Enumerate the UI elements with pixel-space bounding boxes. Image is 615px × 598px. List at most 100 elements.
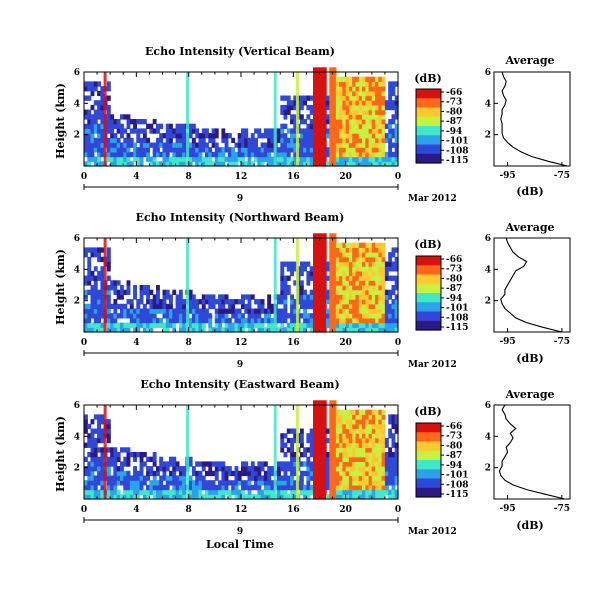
echo-cell [126, 484, 131, 491]
echo-cell [348, 151, 353, 158]
echo-cell [394, 285, 399, 291]
echo-cell [214, 470, 219, 477]
echo-cell [365, 275, 370, 281]
echo-cell [381, 299, 386, 305]
echo-cell [345, 256, 350, 263]
axes-frames [83, 71, 571, 523]
echo-cell [394, 419, 399, 425]
echo-cell [388, 123, 393, 129]
echo-cell [205, 470, 209, 477]
profile-y-tick-label-vertical: 6 [485, 68, 491, 78]
echo-cell [191, 317, 196, 324]
echo-cell [87, 119, 92, 125]
echo-cell [241, 317, 245, 324]
echo-cell [250, 161, 255, 167]
echo-cell [345, 252, 350, 258]
echo-cell [290, 114, 294, 120]
echo-cell [299, 261, 304, 267]
echo-cell [146, 494, 150, 500]
echo-cell [218, 161, 222, 167]
echo-cell [195, 322, 200, 328]
echo-cell [191, 303, 196, 310]
echo-cell [339, 128, 343, 134]
echo-cell [391, 156, 396, 162]
echo-cell [348, 137, 353, 144]
echo-cell [313, 147, 317, 153]
echo-cell [93, 81, 98, 87]
echo-cell [388, 428, 393, 434]
echo-cell [280, 480, 285, 486]
colorbar-tick-label-northward: -94 [446, 294, 462, 304]
echo-cell [309, 299, 314, 305]
echo-cell [352, 447, 357, 453]
echo-cell [263, 142, 268, 148]
echo-cell [394, 256, 399, 263]
echo-cell [375, 100, 379, 106]
echo-cell [90, 252, 95, 258]
echo-cell [146, 317, 150, 324]
echo-cell [293, 156, 298, 162]
echo-cell [348, 123, 353, 129]
echo-cell [375, 109, 379, 115]
echo-cell [84, 303, 88, 310]
echo-cell [391, 327, 396, 333]
echo-cell [313, 238, 317, 244]
echo-cell [329, 409, 334, 415]
echo-cell [84, 480, 88, 486]
echo-cell [371, 81, 376, 87]
echo-cell [123, 156, 128, 162]
echo-cell [231, 308, 236, 314]
echo-cell [375, 414, 379, 420]
echo-cell [97, 275, 101, 281]
echo-cell [165, 484, 170, 491]
echo-cell [290, 299, 294, 305]
echo-cell [319, 452, 324, 458]
echo-cell [378, 313, 383, 319]
echo-cell [106, 256, 111, 263]
echo-cell [113, 322, 118, 328]
echo-cell [339, 437, 343, 444]
echo-cell [319, 400, 324, 406]
echo-cell [352, 308, 357, 314]
echo-cell [332, 119, 337, 125]
echo-cell [339, 119, 343, 125]
echo-cell [198, 461, 203, 467]
echo-cell [106, 142, 111, 148]
echo-cell [218, 151, 222, 158]
echo-cell [394, 114, 399, 120]
echo-cell [263, 156, 268, 162]
echo-cell [283, 156, 288, 162]
echo-cell [87, 95, 92, 101]
date-day-label-1: 9 [237, 194, 243, 204]
echo-cell [257, 494, 262, 500]
echo-cell [332, 128, 337, 134]
echo-cell [172, 470, 177, 477]
echo-cell [159, 317, 164, 324]
echo-cell [368, 76, 373, 82]
echo-cell [286, 437, 291, 444]
echo-cell [159, 142, 164, 148]
echo-cell [254, 299, 258, 305]
echo-cell [378, 419, 383, 425]
echo-cell [165, 327, 170, 333]
echo-cell [156, 289, 160, 295]
echo-cell [97, 494, 101, 500]
echo-cell [221, 133, 226, 139]
echo-cell [335, 327, 340, 333]
echo-cell [303, 151, 307, 158]
echo-cell [362, 76, 366, 82]
echo-cell [303, 322, 307, 328]
echo-cell [280, 151, 285, 158]
echo-cell [345, 423, 350, 430]
echo-cell [84, 109, 88, 115]
echo-cell [201, 128, 206, 134]
echo-cell [388, 475, 393, 481]
echo-cell [339, 456, 343, 462]
echo-cell [205, 480, 209, 486]
echo-cell [358, 456, 363, 462]
echo-cell [306, 461, 311, 467]
echo-cell [191, 313, 196, 319]
echo-cell [309, 322, 314, 328]
echo-cell [100, 133, 105, 139]
echo-cell [352, 289, 357, 295]
